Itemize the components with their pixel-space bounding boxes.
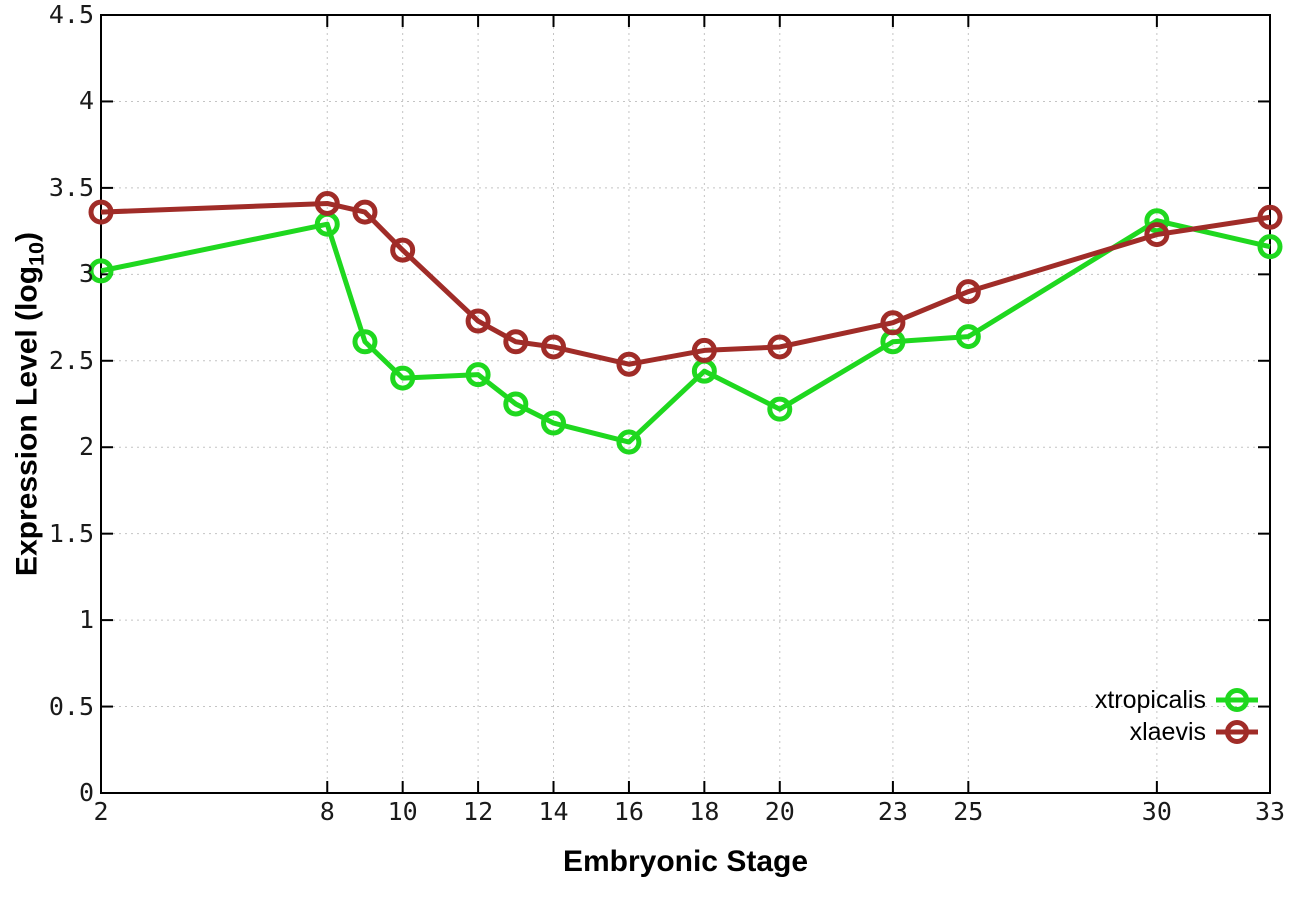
y-tick-label: 0: [78, 778, 94, 807]
legend-marker-xlaevis-icon: [1216, 720, 1258, 744]
y-axis-title: Expression Level (log10): [11, 232, 50, 576]
x-axis-title: Embryonic Stage: [562, 845, 809, 878]
point-xtropicalis-13: [503, 391, 529, 417]
y-tick-label: 3: [78, 259, 94, 289]
point-xlaevis-9: [352, 199, 378, 225]
y-tick-label: 3.5: [48, 172, 94, 202]
point-xlaevis-23: [880, 310, 906, 336]
y-tick-label: 0.5: [48, 691, 94, 721]
point-xlaevis-14: [541, 334, 567, 360]
point-xtropicalis-2: [88, 258, 114, 284]
point-xlaevis-8: [314, 190, 340, 216]
point-xlaevis-10: [390, 237, 416, 263]
y-tick-label: 4: [78, 86, 94, 116]
legend-label-xtropicalis: xtropicalis: [1094, 685, 1206, 714]
point-xlaevis-13: [503, 329, 529, 355]
point-xlaevis-30: [1144, 222, 1170, 248]
x-tick-label: 12: [463, 797, 494, 826]
legend-entry-xlaevis: xlaevis: [1095, 716, 1260, 748]
point-xtropicalis-12: [465, 362, 491, 388]
point-xtropicalis-25: [955, 324, 981, 350]
point-xtropicalis-9: [352, 329, 378, 355]
point-xtropicalis-14: [541, 410, 567, 436]
point-xtropicalis-33: [1257, 234, 1283, 260]
point-xtropicalis-30: [1144, 208, 1170, 234]
point-xlaevis-12: [465, 308, 491, 334]
y-tick-label: 1.5: [48, 518, 94, 548]
y-tick-label: 4.5: [48, 0, 94, 29]
point-xlaevis-2: [88, 199, 114, 225]
point-xtropicalis-16: [616, 429, 642, 455]
series-line-xlaevis: [100, 200, 1271, 367]
x-tick-label: 25: [953, 797, 984, 826]
x-tick-label: 8: [319, 797, 335, 826]
point-xlaevis-20: [767, 334, 793, 360]
x-tick-label: 30: [1141, 797, 1172, 826]
legend-entry-xtropicalis: xtropicalis: [1095, 684, 1260, 716]
x-tick-label: 20: [764, 797, 795, 826]
y-axis-title-subscript: 10: [23, 241, 49, 266]
point-xtropicalis-20: [767, 396, 793, 422]
x-tick-label: 16: [613, 797, 644, 826]
y-tick-label: 2: [78, 432, 94, 462]
x-tick-label: 2: [93, 797, 109, 826]
point-xlaevis-33: [1257, 204, 1283, 230]
point-xlaevis-18: [691, 337, 717, 363]
x-tick-label: 33: [1254, 797, 1286, 826]
point-xlaevis-25: [955, 279, 981, 305]
x-tick-label: 18: [689, 797, 720, 826]
y-tick-label: 2.5: [48, 345, 94, 375]
plot-border: [100, 14, 1271, 794]
legend-marker-xtropicalis-icon: [1216, 688, 1258, 712]
legend-label-xlaevis: xlaevis: [1129, 717, 1206, 746]
point-xtropicalis-10: [390, 365, 416, 391]
x-tick-label: 10: [387, 797, 418, 826]
x-tick-label: 23: [877, 797, 908, 826]
point-xlaevis-16: [616, 351, 642, 377]
legend: xtropicalis xlaevis: [1095, 684, 1260, 748]
y-axis-title-close: ): [10, 231, 44, 242]
y-axis-title-text: Expression Level (log: [10, 265, 44, 577]
x-tick-label: 14: [538, 797, 569, 826]
y-tick-label: 1: [78, 605, 94, 635]
